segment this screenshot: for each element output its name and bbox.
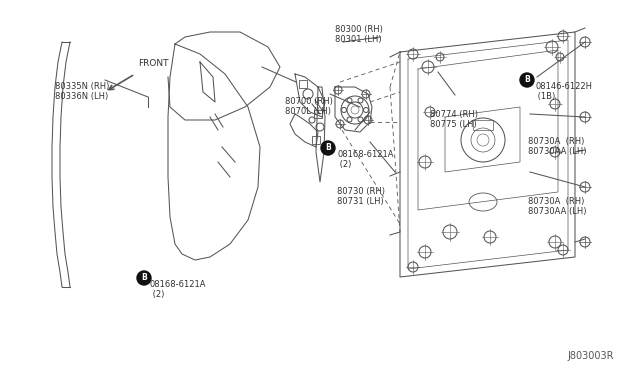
Bar [314, 110, 322, 118]
Text: 08168-6121A
 (2): 08168-6121A (2) [150, 280, 207, 299]
Text: FRONT: FRONT [138, 59, 168, 68]
Text: J803003R: J803003R [568, 351, 614, 361]
Text: B: B [325, 144, 331, 153]
Text: 80730A  (RH)
80730AA (LH): 80730A (RH) 80730AA (LH) [528, 137, 586, 156]
Bar [473, 120, 493, 130]
Bar [312, 136, 320, 144]
Text: 80700 (RH)
8070L (LH): 80700 (RH) 8070L (LH) [285, 97, 333, 116]
Circle shape [137, 271, 151, 285]
Text: B: B [141, 273, 147, 282]
Text: 80335N (RH)
80336N (LH): 80335N (RH) 80336N (LH) [55, 82, 109, 102]
Circle shape [321, 141, 335, 155]
Text: B: B [524, 76, 530, 84]
Text: 08146-6122H
 (1B): 08146-6122H (1B) [535, 82, 592, 102]
Text: 80730A  (RH)
80730AA (LH): 80730A (RH) 80730AA (LH) [528, 197, 586, 217]
Text: 08168-6121A
 (2): 08168-6121A (2) [337, 150, 394, 169]
Circle shape [520, 73, 534, 87]
Text: 80774 (RH)
80775 (LH): 80774 (RH) 80775 (LH) [430, 110, 478, 129]
Text: 80730 (RH)
80731 (LH): 80730 (RH) 80731 (LH) [337, 187, 385, 206]
Bar [299, 80, 307, 88]
Text: 80300 (RH)
80301 (LH): 80300 (RH) 80301 (LH) [335, 25, 383, 44]
